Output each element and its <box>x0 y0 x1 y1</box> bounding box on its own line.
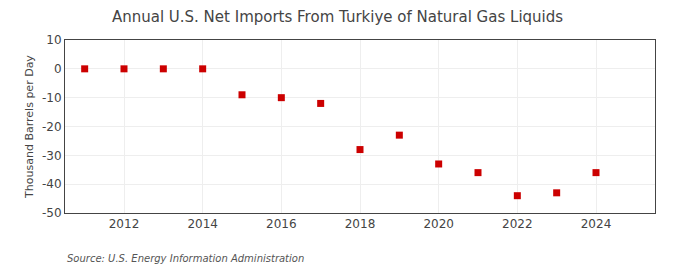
svg-text:-50: -50 <box>42 206 62 220</box>
svg-text:Source: U.S. Energy Informatio: Source: U.S. Energy Information Administ… <box>67 253 304 264</box>
svg-text:Thousand Barrels per Day: Thousand Barrels per Day <box>23 55 36 199</box>
svg-text:2016: 2016 <box>266 217 297 231</box>
svg-text:0: 0 <box>54 62 62 76</box>
svg-text:2020: 2020 <box>423 217 454 231</box>
svg-text:-20: -20 <box>42 120 62 134</box>
svg-text:-30: -30 <box>42 149 62 163</box>
svg-text:10: 10 <box>46 33 61 47</box>
svg-text:2018: 2018 <box>345 217 376 231</box>
svg-text:2024: 2024 <box>581 217 612 231</box>
svg-text:2022: 2022 <box>502 217 533 231</box>
svg-text:-10: -10 <box>42 91 62 105</box>
svg-text:Annual U.S. Net Imports From T: Annual U.S. Net Imports From Turkiye of … <box>112 8 563 26</box>
svg-text:2014: 2014 <box>187 217 218 231</box>
svg-text:-40: -40 <box>42 177 62 191</box>
svg-text:2012: 2012 <box>109 217 140 231</box>
